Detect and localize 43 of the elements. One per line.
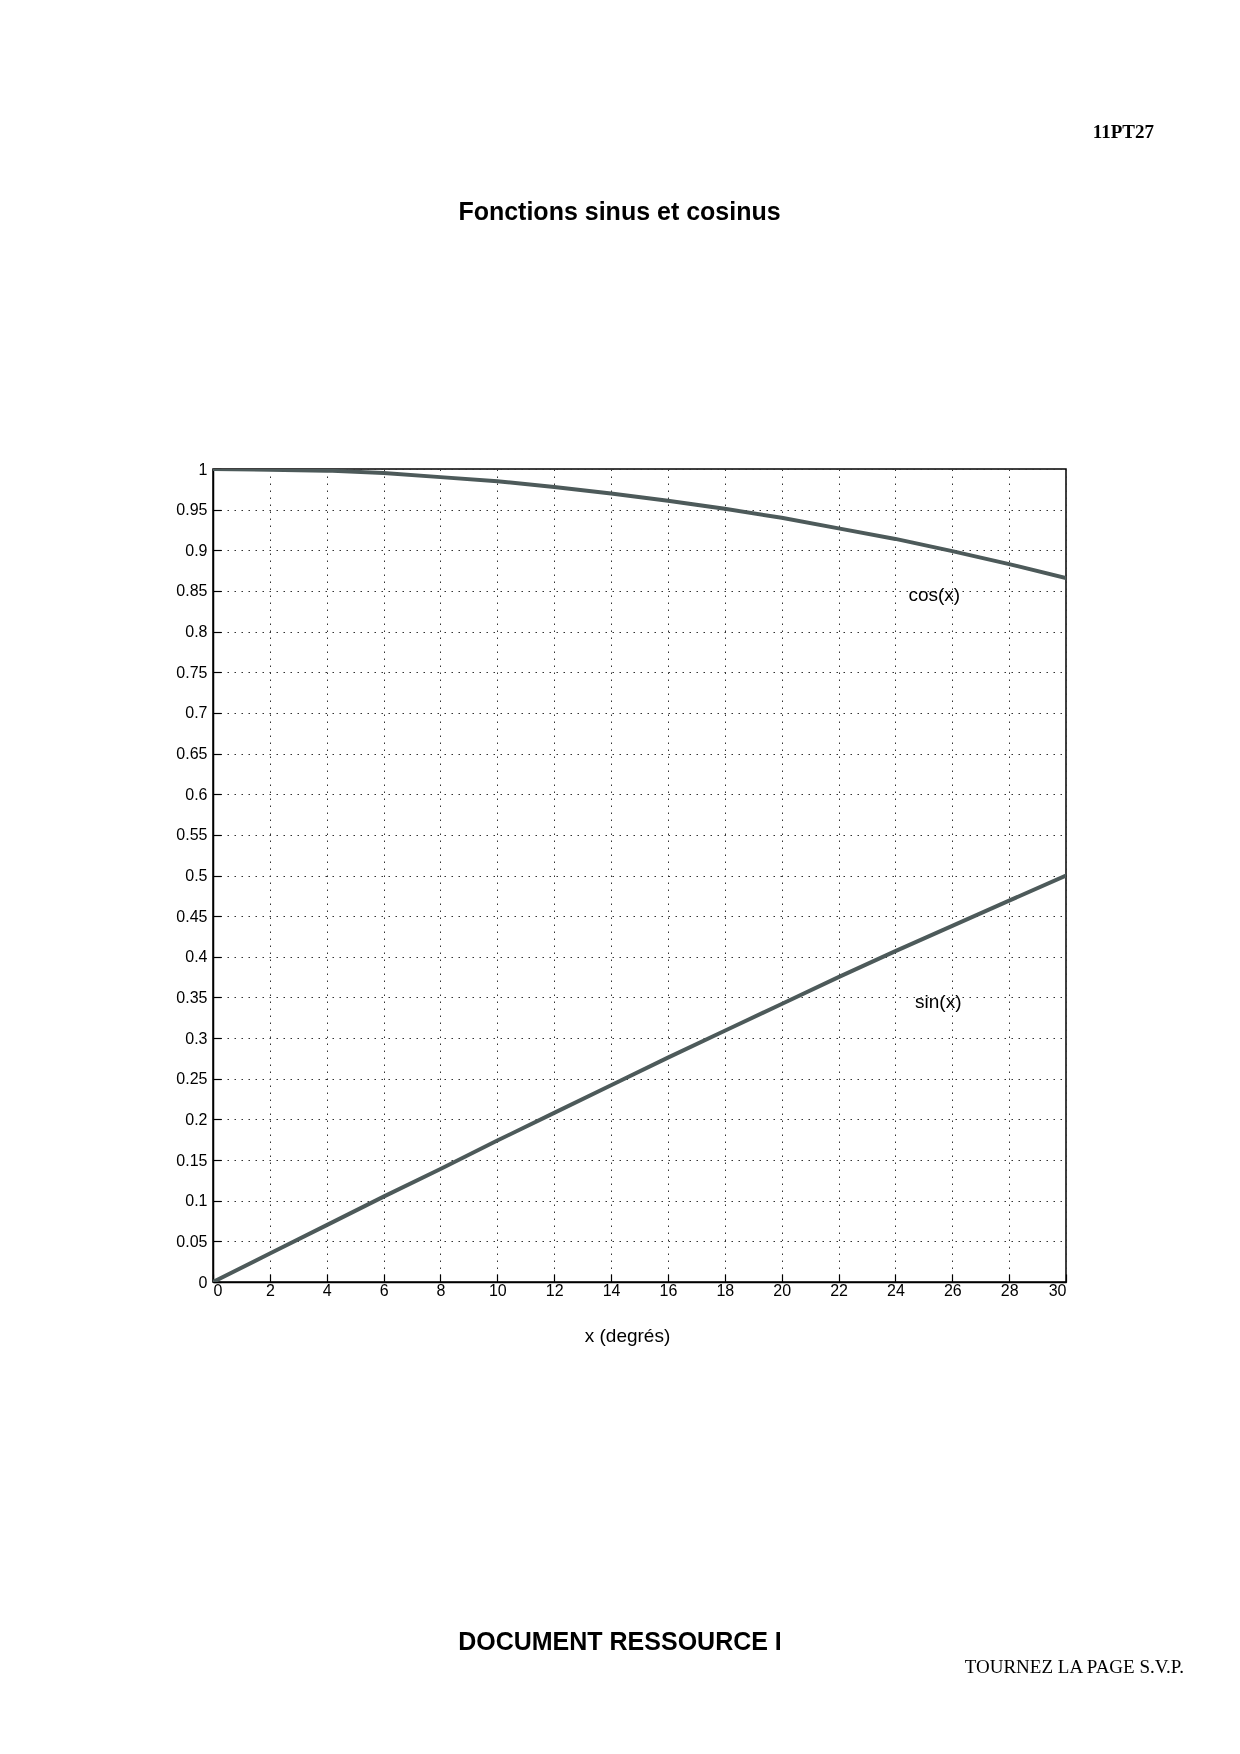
x-tick-label: 10 (488, 1281, 507, 1299)
x-tick-label: 24 (887, 1281, 905, 1299)
y-tick-label: 0.45 (176, 907, 208, 925)
x-tick-label: 20 (773, 1281, 792, 1299)
y-tick-label: 0.15 (176, 1151, 208, 1169)
y-tick-label: 0.3 (185, 1029, 208, 1047)
chart-title: Fonctions sinus et cosinus (458, 197, 781, 225)
y-tick-label: 0.35 (176, 988, 208, 1006)
x-tick-label: 4 (322, 1281, 332, 1299)
x-tick-label: 28 (1000, 1281, 1019, 1299)
y-tick-label: 0.05 (176, 1232, 208, 1250)
y-tick-label: 0.2 (185, 1110, 208, 1128)
x-tick-label: 26 (943, 1281, 962, 1299)
y-tick-label: 0.5 (185, 867, 208, 884)
y-tick-label: 0.55 (176, 826, 208, 844)
x-tick-label: 18 (716, 1281, 735, 1299)
x-tick-label: 2 (265, 1281, 275, 1299)
y-tick-label: 0.9 (185, 541, 208, 559)
text: DOCUMENT RESSOURCE I (458, 1627, 782, 1656)
x-tick-label: 6 (379, 1281, 389, 1299)
series-label: cos(x) (908, 584, 961, 606)
text: 11PT27 (1092, 121, 1154, 143)
y-tick-label: 0.7 (185, 704, 208, 722)
x-tick-label: 0 (213, 1281, 223, 1299)
y-tick-label: 0.25 (176, 1070, 208, 1088)
y-tick-label: 0.85 (176, 582, 208, 600)
x-tick-label: 30 (1048, 1281, 1067, 1299)
x-tick-label: 12 (545, 1281, 564, 1299)
x-tick-label: 16 (659, 1281, 678, 1299)
x-axis-title: x (degrés) (584, 1324, 671, 1346)
y-tick-label: 0.1 (185, 1192, 208, 1210)
y-tick-label: 0.95 (176, 501, 208, 519)
x-tick-label: 8 (436, 1281, 446, 1299)
y-tick-label: 0.75 (176, 663, 208, 681)
y-tick-label: 1 (198, 460, 208, 478)
y-tick-label: 0.6 (185, 785, 208, 803)
y-tick-label: 0.4 (185, 948, 208, 966)
text: sin(x) (915, 990, 962, 1012)
y-tick-label: 0.65 (176, 745, 208, 763)
x-tick-label: 22 (830, 1281, 849, 1299)
text: TOURNEZ LA PAGE S.V.P. (964, 1656, 1184, 1678)
x-tick-label: 14 (602, 1281, 621, 1299)
y-tick-label: 0.8 (185, 623, 208, 641)
